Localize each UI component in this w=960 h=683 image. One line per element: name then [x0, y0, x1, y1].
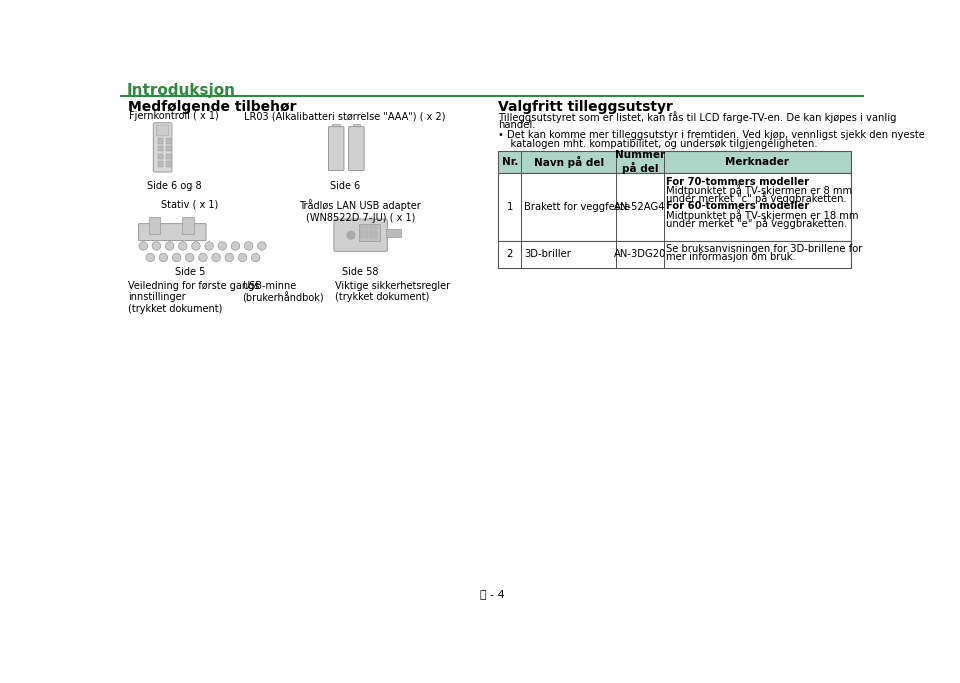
- Bar: [166, 146, 171, 151]
- Bar: [370, 226, 372, 229]
- Bar: [166, 161, 171, 167]
- Text: Midtpunktet på TV-skjermen er 8 mm: Midtpunktet på TV-skjermen er 8 mm: [666, 184, 852, 196]
- Text: 3D-briller: 3D-briller: [524, 249, 570, 260]
- Text: AN-3DG20: AN-3DG20: [613, 249, 666, 260]
- Text: Tilleggsutstyret som er listet, kan fås til LCD farge-TV-en. De kan kjøpes i van: Tilleggsutstyret som er listet, kan fås …: [498, 111, 897, 123]
- Circle shape: [245, 242, 252, 250]
- Bar: [365, 231, 368, 234]
- Bar: [158, 138, 163, 143]
- Circle shape: [231, 242, 240, 250]
- Bar: [374, 231, 377, 234]
- Bar: [374, 235, 377, 238]
- Circle shape: [185, 253, 194, 262]
- Bar: [360, 231, 363, 234]
- Text: Trådløs LAN USB adapter
(WN8522D 7-JU) ( x 1): Trådløs LAN USB adapter (WN8522D 7-JU) (…: [300, 199, 421, 223]
- Bar: [149, 217, 160, 234]
- Bar: [166, 138, 171, 143]
- Text: Midtpunktet på TV-skjermen er 18 mm: Midtpunktet på TV-skjermen er 18 mm: [666, 209, 859, 221]
- Text: Brakett for veggfeste: Brakett for veggfeste: [524, 201, 630, 212]
- Bar: [365, 226, 368, 229]
- Text: Se bruksanvisningen for 3D-brillene for: Se bruksanvisningen for 3D-brillene for: [666, 245, 863, 255]
- Text: Side 58: Side 58: [342, 267, 378, 277]
- Text: under merket "e" på veggbraketten.: under merket "e" på veggbraketten.: [666, 217, 848, 229]
- Bar: [158, 146, 163, 151]
- Text: under merket "c" på veggbraketten.: under merket "c" på veggbraketten.: [666, 192, 847, 204]
- Text: Nummer
på del: Nummer på del: [615, 150, 665, 174]
- FancyBboxPatch shape: [138, 223, 206, 240]
- Text: katalogen mht. kompatibilitet, og undersøk tilgjengeligheten.: katalogen mht. kompatibilitet, og unders…: [498, 139, 818, 149]
- Bar: [166, 154, 171, 159]
- Text: Side 6 og 8: Side 6 og 8: [147, 180, 202, 191]
- Bar: [158, 161, 163, 167]
- Text: 1: 1: [507, 201, 513, 212]
- Text: Ⓝ - 4: Ⓝ - 4: [480, 589, 504, 599]
- Text: USB-minne
(brukerhåndbok): USB-minne (brukerhåndbok): [243, 281, 324, 304]
- Text: AN-52AG4: AN-52AG4: [614, 201, 666, 212]
- Text: 2: 2: [507, 249, 513, 260]
- Circle shape: [252, 253, 260, 262]
- Text: For 70-tommers modeller: For 70-tommers modeller: [666, 177, 809, 186]
- Circle shape: [218, 242, 227, 250]
- Bar: [352, 124, 360, 128]
- Bar: [120, 95, 864, 98]
- Circle shape: [192, 242, 201, 250]
- Circle shape: [179, 242, 187, 250]
- FancyBboxPatch shape: [154, 123, 172, 172]
- Text: LR03 (Alkalibatteri størrelse "AAA") ( x 2): LR03 (Alkalibatteri størrelse "AAA") ( x…: [244, 111, 445, 121]
- Text: • Det kan komme mer tilleggsutstyr i fremtiden. Ved kjøp, vennligst sjekk den ny: • Det kan komme mer tilleggsutstyr i fre…: [498, 130, 925, 140]
- Text: Stativ ( x 1): Stativ ( x 1): [161, 199, 218, 209]
- Circle shape: [204, 242, 213, 250]
- Circle shape: [257, 242, 266, 250]
- Circle shape: [212, 253, 221, 262]
- Text: Navn på del: Navn på del: [534, 156, 604, 168]
- Bar: [498, 151, 851, 173]
- Bar: [498, 240, 851, 268]
- FancyBboxPatch shape: [156, 125, 169, 136]
- Text: Viktige sikkerhetsregler
(trykket dokument): Viktige sikkerhetsregler (trykket dokume…: [335, 281, 450, 302]
- Text: Medfølgende tilbehør: Medfølgende tilbehør: [128, 100, 297, 113]
- Circle shape: [238, 253, 247, 262]
- Text: Introduksjon: Introduksjon: [126, 83, 235, 98]
- Bar: [365, 235, 368, 238]
- Text: mer informasjon om bruk.: mer informasjon om bruk.: [666, 252, 796, 262]
- Bar: [370, 235, 372, 238]
- Text: Side 5: Side 5: [175, 267, 204, 277]
- Bar: [374, 226, 377, 229]
- Bar: [360, 226, 363, 229]
- Circle shape: [225, 253, 233, 262]
- Text: For 60-tommers modeller: For 60-tommers modeller: [666, 201, 809, 211]
- Circle shape: [139, 242, 148, 250]
- Circle shape: [153, 242, 160, 250]
- FancyBboxPatch shape: [348, 126, 364, 171]
- Text: Side 6: Side 6: [329, 180, 360, 191]
- Bar: [120, 82, 864, 96]
- Circle shape: [159, 253, 168, 262]
- Circle shape: [199, 253, 207, 262]
- Text: Nr.: Nr.: [502, 157, 518, 167]
- Bar: [158, 154, 163, 159]
- Bar: [182, 217, 194, 234]
- Bar: [332, 124, 340, 128]
- Bar: [386, 229, 401, 237]
- Circle shape: [172, 253, 180, 262]
- Circle shape: [348, 232, 355, 239]
- Bar: [370, 231, 372, 234]
- Bar: [360, 235, 363, 238]
- Bar: [359, 225, 380, 241]
- Text: Merknader: Merknader: [726, 157, 789, 167]
- Text: handel.: handel.: [498, 120, 536, 130]
- Bar: [498, 173, 851, 240]
- Circle shape: [165, 242, 174, 250]
- FancyBboxPatch shape: [328, 126, 344, 171]
- Text: Valgfritt tilleggsutstyr: Valgfritt tilleggsutstyr: [498, 100, 673, 113]
- Text: Veiledning for første gangs
innstillinger
(trykket dokument): Veiledning for første gangs innstillinge…: [128, 281, 259, 313]
- FancyBboxPatch shape: [334, 219, 388, 251]
- Circle shape: [146, 253, 155, 262]
- Text: Fjernkontroll ( x 1): Fjernkontroll ( x 1): [130, 111, 219, 121]
